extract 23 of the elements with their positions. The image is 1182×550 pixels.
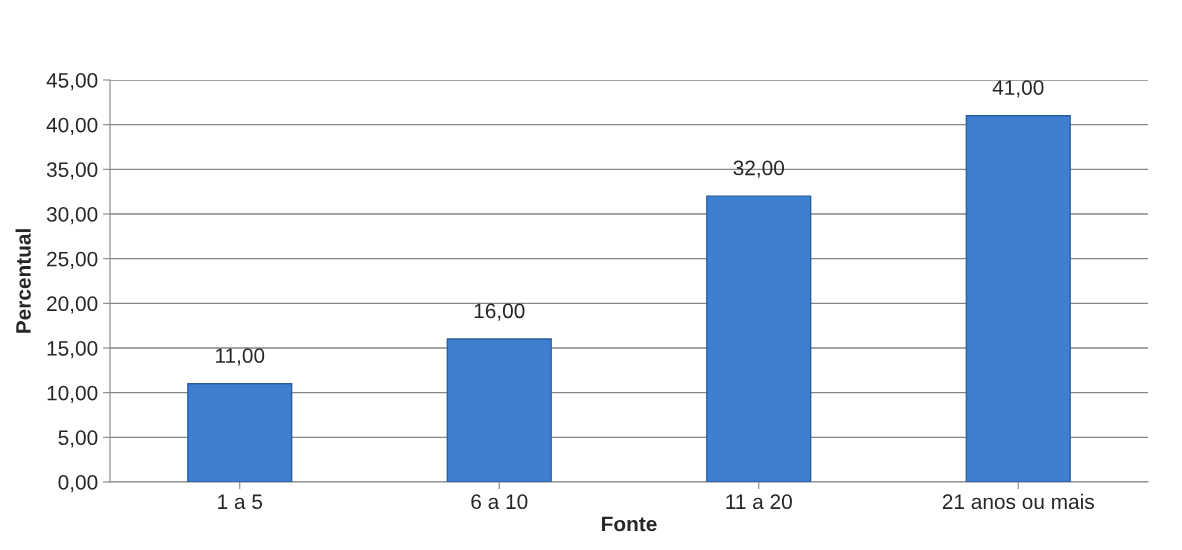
x-tick-label: 21 anos ou mais xyxy=(942,493,1094,510)
x-tick-label: 6 a 10 xyxy=(471,494,528,510)
y-tick-label: 15,00 xyxy=(47,341,98,359)
data-label: 16,00 xyxy=(474,303,525,321)
y-tick-label: 5,00 xyxy=(58,430,98,448)
y-tick-label: 40,00 xyxy=(46,117,98,135)
bar xyxy=(965,115,1071,482)
y-tick-label: 30,00 xyxy=(46,207,98,225)
bar xyxy=(446,338,552,482)
y-tick-label: 0,00 xyxy=(58,475,98,493)
x-axis-title: Fonte xyxy=(602,516,657,532)
x-tick-label: 11 a 20 xyxy=(726,494,792,510)
data-label: 11,00 xyxy=(216,348,265,366)
y-tick-label: 10,00 xyxy=(47,385,98,403)
data-label: 41,00 xyxy=(992,80,1044,98)
bar xyxy=(706,195,812,482)
y-tick-label: 45,00 xyxy=(46,73,98,91)
x-tick-label: 1 a 5 xyxy=(218,494,263,510)
y-tick-label: 20,00 xyxy=(47,296,98,314)
bar xyxy=(187,383,293,482)
y-tick-label: 25,00 xyxy=(47,251,98,269)
y-axis-title: Percentual xyxy=(15,229,31,333)
y-tick-label: 35,00 xyxy=(46,162,98,180)
